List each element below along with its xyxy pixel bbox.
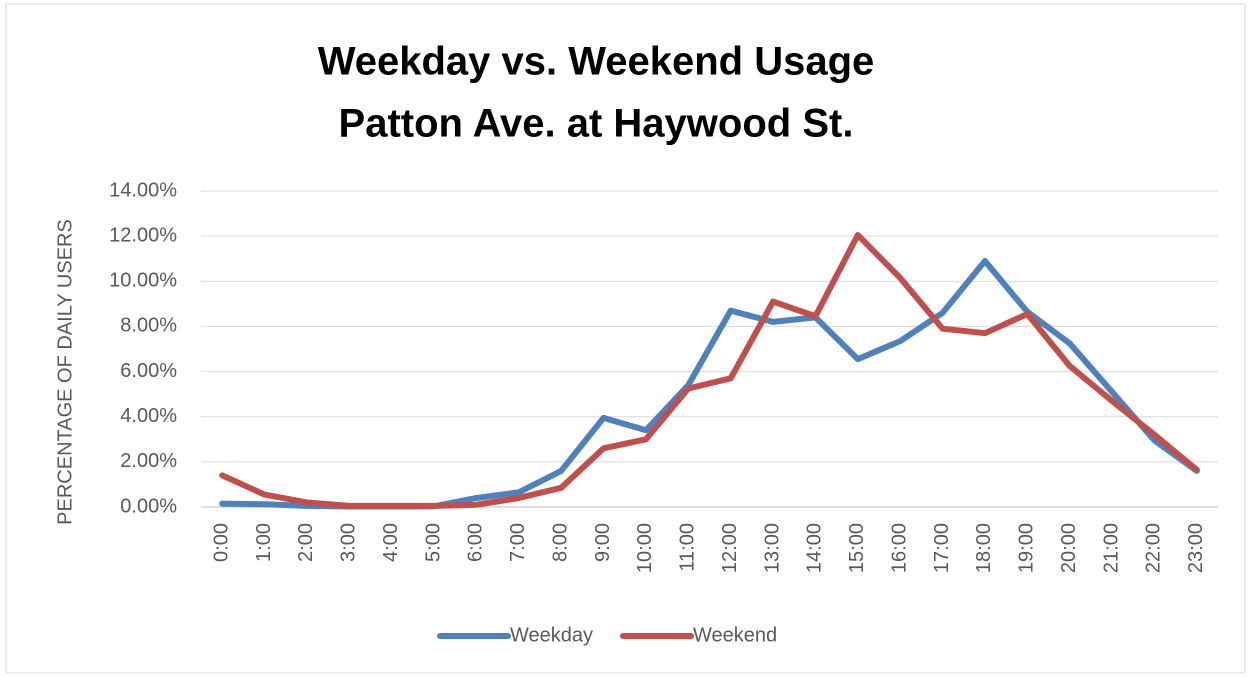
x-tick-label: 0:00 [210,523,232,562]
x-tick-label: 15:00 [846,523,868,573]
x-tick-label: 6:00 [465,523,487,562]
y-tick-label: 8.00% [120,315,177,337]
y-axis-label: PERCENTAGE OF DAILY USERS [54,219,76,525]
y-tick-label: 4.00% [120,405,177,427]
x-tick-label: 18:00 [973,523,995,573]
x-tick-label: 17:00 [931,523,953,573]
chart-border [5,3,1246,674]
legend-label: Weekend [693,624,777,646]
x-tick-label: 19:00 [1016,523,1038,573]
x-tick-label: 12:00 [719,523,741,573]
x-tick-label: 9:00 [592,523,614,562]
x-tick-label: 16:00 [888,523,910,573]
x-tick-label: 5:00 [422,523,444,562]
x-tick-label: 1:00 [253,523,275,562]
y-tick-label: 14.00% [109,179,177,201]
legend-label: Weekday [510,624,593,646]
x-tick-label: 20:00 [1058,523,1080,573]
x-tick-label: 7:00 [507,523,529,562]
x-tick-label: 23:00 [1185,523,1207,573]
x-tick-label: 3:00 [338,523,360,562]
x-tick-label: 4:00 [380,523,402,562]
x-tick-label: 13:00 [761,523,783,573]
x-tick-label: 2:00 [295,523,317,562]
y-tick-label: 10.00% [109,270,177,292]
series-line [219,232,1200,509]
x-tick-label: 21:00 [1100,523,1122,573]
x-tick-label: 14:00 [804,523,826,573]
y-tick-label: 12.00% [109,224,177,246]
y-tick-label: 0.00% [120,495,177,517]
chart-title: Weekday vs. Weekend Usage [318,40,875,84]
y-tick-label: 2.00% [120,450,177,472]
x-tick-label: 10:00 [634,523,656,573]
x-tick-label: 11:00 [677,523,699,572]
chart-subtitle: Patton Ave. at Haywood St. [339,102,854,146]
y-tick-label: 6.00% [120,360,177,382]
x-tick-label: 22:00 [1143,523,1165,573]
x-tick-label: 8:00 [549,523,571,562]
